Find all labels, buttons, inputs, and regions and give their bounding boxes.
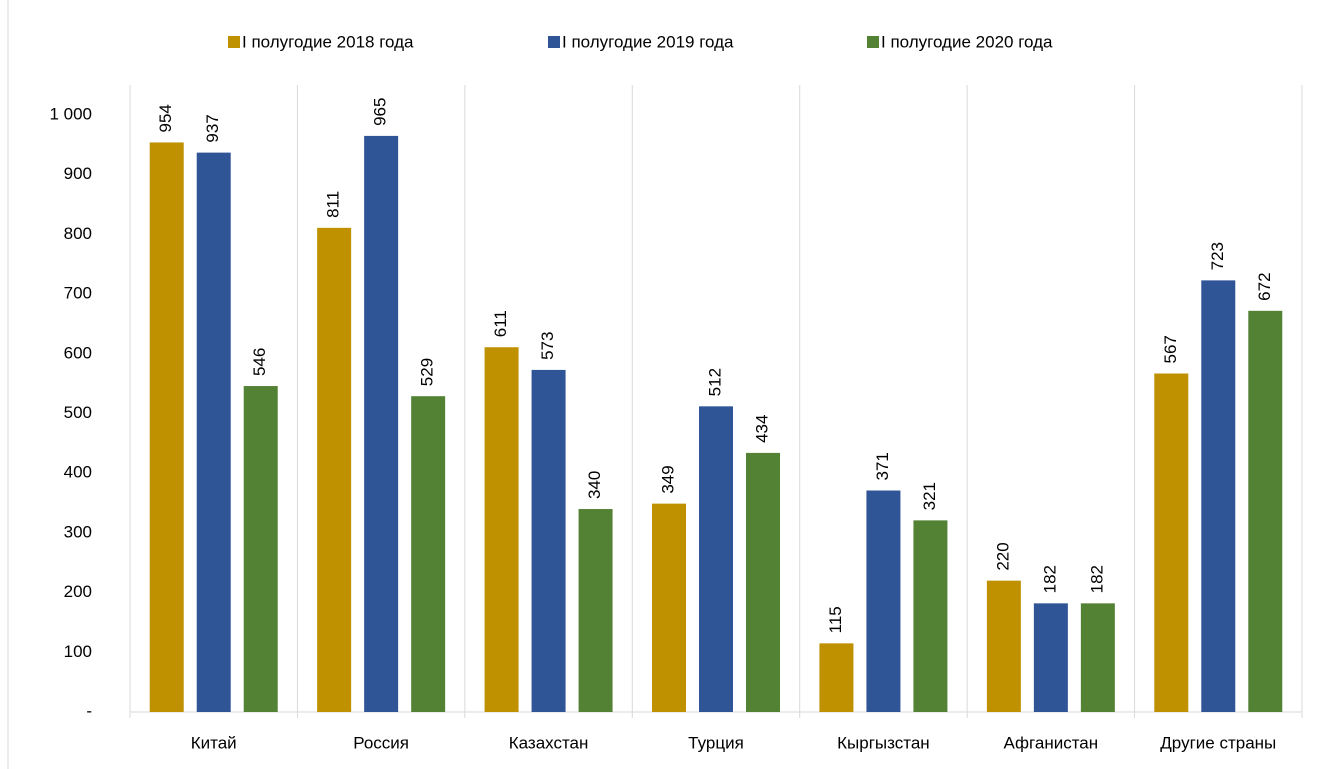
bar: [196, 152, 231, 713]
value-label: 220: [993, 542, 1012, 570]
legend-swatch: [548, 36, 560, 48]
x-tick-label: Афганистан: [1004, 733, 1099, 752]
x-tick-label: Турция: [688, 733, 744, 752]
bar: [578, 509, 613, 712]
legend-label: I полугодие 2018 года: [242, 32, 414, 51]
value-label: 937: [203, 114, 222, 142]
bar: [746, 452, 780, 712]
bar: [986, 580, 1021, 712]
bar: [1154, 373, 1189, 712]
y-tick-label: 1 000: [49, 104, 92, 123]
bar: [652, 503, 686, 712]
bar: [531, 369, 566, 712]
legend-label: I полугодие 2020 года: [881, 32, 1053, 51]
y-tick-label: 300: [64, 522, 92, 541]
bar: [913, 520, 948, 712]
bar: [1248, 310, 1283, 712]
value-label: 340: [585, 471, 604, 499]
y-tick-label: 500: [64, 403, 92, 422]
value-label: 954: [156, 104, 175, 132]
y-tick-label: 200: [64, 582, 92, 601]
y-tick-label: 800: [64, 224, 92, 243]
bar: [317, 227, 352, 712]
bar: [1080, 603, 1115, 712]
value-label: 529: [418, 358, 437, 386]
y-tick-label: 900: [64, 164, 92, 183]
value-label: 321: [920, 482, 939, 510]
value-label: 371: [873, 452, 892, 480]
x-tick-label: Казахстан: [509, 733, 589, 752]
bar: [699, 406, 733, 712]
value-label: 182: [1087, 565, 1106, 593]
legend-label: I полугодие 2019 года: [562, 32, 734, 51]
value-label: 811: [324, 191, 343, 218]
bar: [1033, 603, 1068, 712]
y-tick-label: 400: [64, 463, 92, 482]
bar: [243, 386, 278, 712]
bar: [411, 396, 446, 712]
value-label: 573: [538, 332, 557, 360]
value-label: 723: [1208, 242, 1227, 270]
x-tick-label: Россия: [353, 733, 409, 752]
legend-swatch: [228, 36, 240, 48]
x-tick-label: Кыргызстан: [837, 733, 930, 752]
value-label: 434: [752, 415, 771, 443]
x-tick-label: Китай: [191, 733, 237, 752]
bar: [1201, 280, 1236, 712]
bar: [866, 490, 901, 712]
value-label: 182: [1040, 565, 1059, 593]
y-tick-label: 700: [64, 284, 92, 303]
value-label: 567: [1161, 335, 1180, 363]
y-tick-label: 600: [64, 343, 92, 362]
legend-swatch: [867, 36, 879, 48]
value-label: 349: [658, 465, 677, 493]
value-label: 546: [250, 348, 269, 376]
value-label: 512: [705, 368, 724, 396]
bar: [364, 135, 399, 712]
bar: [819, 643, 854, 712]
value-label: 115: [826, 606, 845, 633]
x-tick-label: Другие страны: [1160, 733, 1276, 752]
value-label: 611: [491, 310, 510, 337]
y-tick-label: -: [86, 701, 92, 720]
value-label: 965: [371, 98, 390, 126]
bar: [149, 142, 184, 712]
bar: [484, 347, 519, 712]
y-tick-label: 100: [64, 642, 92, 661]
value-label: 672: [1255, 272, 1274, 300]
